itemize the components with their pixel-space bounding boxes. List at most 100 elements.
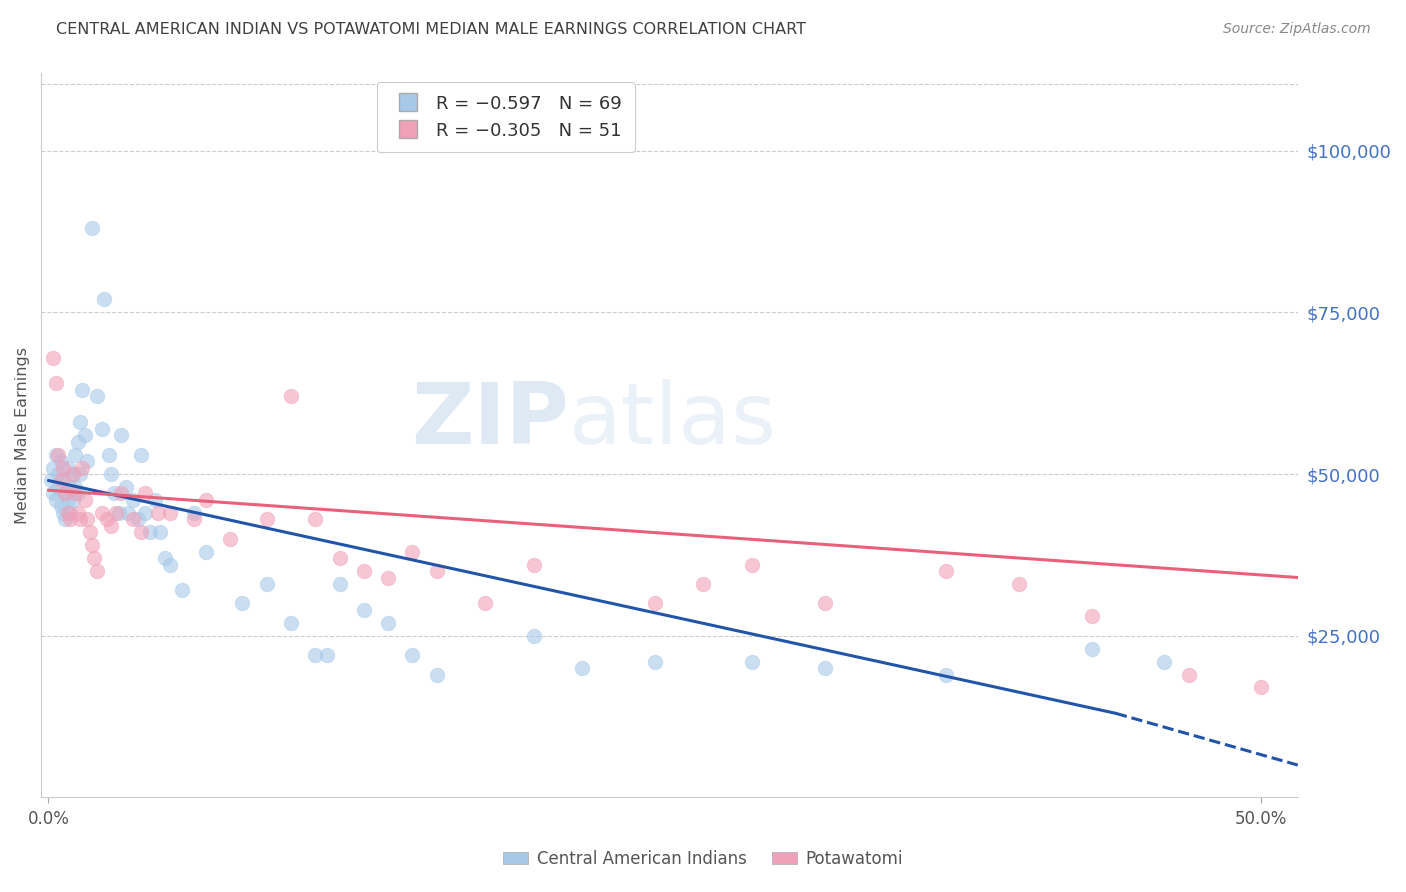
Point [96,512,118,526]
Point [935,564,957,578]
Point [692,577,714,591]
Point [814,596,837,610]
Point [129,525,152,540]
Point [59,480,82,494]
Point [52,506,75,520]
Point [644,596,666,610]
Point [69,512,91,526]
Point [86,564,108,578]
Point [45,492,67,507]
Point [63,486,86,500]
Point [122,512,145,526]
Point [110,486,132,500]
Point [377,570,399,584]
Point [105,506,128,520]
Point [377,615,399,630]
Point [98,448,121,462]
Point [72,383,94,397]
Point [66,506,89,520]
Point [79,525,101,540]
Point [53,486,76,500]
Point [45,448,67,462]
Point [183,512,205,526]
Point [139,525,162,540]
Point [127,512,149,526]
Point [42,351,65,365]
Point [69,415,91,429]
Point [73,492,96,507]
Text: ZIP: ZIP [411,379,569,462]
Point [134,486,156,500]
Point [52,474,75,488]
Point [129,448,152,462]
Point [195,492,218,507]
Point [425,564,447,578]
Point [46,467,69,481]
Point [316,648,339,662]
Point [353,564,375,578]
Y-axis label: Median Male Earnings: Median Male Earnings [15,347,30,524]
Point [90,422,112,436]
Point [42,460,65,475]
Point [280,389,302,403]
Point [134,506,156,520]
Point [523,629,546,643]
Point [1008,577,1031,591]
Point [49,474,72,488]
Point [814,661,837,675]
Point [103,486,125,500]
Point [153,551,176,566]
Point [644,655,666,669]
Point [90,506,112,520]
Point [741,655,763,669]
Point [53,512,76,526]
Point [256,512,278,526]
Point [49,500,72,514]
Point [39,474,62,488]
Point [93,293,115,307]
Point [62,492,84,507]
Point [46,448,69,462]
Point [935,667,957,681]
Point [146,506,169,520]
Point [52,460,75,475]
Point [80,221,103,235]
Point [1177,667,1199,681]
Point [741,558,763,572]
Point [256,577,278,591]
Point [66,434,89,449]
Point [170,583,193,598]
Point [1153,655,1175,669]
Point [72,460,94,475]
Point [59,512,82,526]
Point [59,506,82,520]
Point [328,551,350,566]
Point [159,506,181,520]
Point [231,596,253,610]
Point [80,538,103,552]
Point [100,518,122,533]
Point [280,615,302,630]
Point [62,467,84,481]
Point [53,486,76,500]
Point [83,551,105,566]
Point [63,480,86,494]
Point [143,492,166,507]
Point [107,506,129,520]
Point [63,448,86,462]
Point [46,480,69,494]
Point [183,506,205,520]
Point [115,480,138,494]
Point [523,558,546,572]
Point [122,492,145,507]
Point [86,389,108,403]
Point [1250,681,1272,695]
Point [76,512,98,526]
Point [56,460,79,475]
Point [100,467,122,481]
Point [304,648,326,662]
Point [149,525,172,540]
Text: Source: ZipAtlas.com: Source: ZipAtlas.com [1223,22,1371,37]
Point [1080,609,1102,624]
Point [56,506,79,520]
